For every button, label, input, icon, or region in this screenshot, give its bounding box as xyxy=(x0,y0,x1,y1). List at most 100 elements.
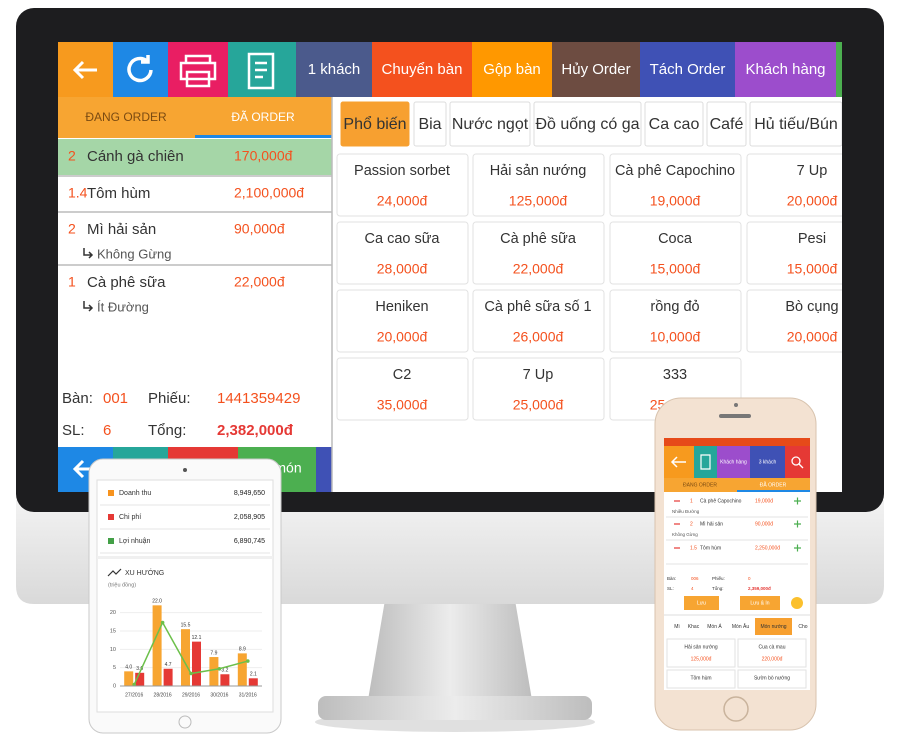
product-name: Cà phê sữa số 1 xyxy=(484,299,591,315)
product-card[interactable] xyxy=(472,289,605,353)
product-name: Heniken xyxy=(375,299,428,315)
product-card[interactable] xyxy=(746,153,878,217)
order-name: Cà phê Capochino xyxy=(700,498,742,504)
category-label: Đồ uống có ga xyxy=(535,116,639,133)
refresh-icon xyxy=(127,55,153,83)
phone-app: Khách hàng 3 khách ĐANG ORDER ĐÃ ORDER 1 Cà p… xyxy=(664,438,810,689)
help-button[interactable] xyxy=(791,597,803,609)
section-gap xyxy=(97,556,273,559)
tablet-camera xyxy=(183,468,187,472)
product-card[interactable] xyxy=(666,638,736,668)
tab[interactable] xyxy=(737,478,810,492)
product-name: Pesi xyxy=(798,231,826,247)
product-card[interactable] xyxy=(336,153,469,217)
product-card[interactable] xyxy=(336,357,469,421)
summary-label: Tổng: xyxy=(148,422,186,439)
bar-value-label: 8.9 xyxy=(239,647,246,653)
tab[interactable] xyxy=(58,97,195,138)
summary-label: Phiếu: xyxy=(712,576,725,581)
bar xyxy=(209,657,219,686)
order-qty: 2 xyxy=(68,148,76,164)
product-name: Bò cụng xyxy=(785,299,838,315)
category-label: Ca cao xyxy=(649,116,700,133)
monitor-neck xyxy=(368,600,532,700)
order-price: 90,000đ xyxy=(755,521,773,527)
toolbar-button-label: Chuyển bàn xyxy=(382,61,463,78)
bar xyxy=(192,641,201,686)
bar-value-label: 22.0 xyxy=(152,599,162,605)
legend-swatch xyxy=(108,514,114,520)
product-card[interactable] xyxy=(609,153,742,217)
phone-camera xyxy=(734,403,738,407)
product-name: Passion sorbet xyxy=(354,163,450,179)
category-label: Phổ biến xyxy=(343,115,406,133)
toolbar-button[interactable] xyxy=(372,42,472,97)
toolbar-button[interactable] xyxy=(472,42,552,97)
product-price: 20,000đ xyxy=(377,329,428,345)
trend-point xyxy=(246,659,250,663)
search-icon xyxy=(791,456,801,466)
summary-value: 6 xyxy=(103,422,111,439)
product-card[interactable] xyxy=(666,669,736,689)
product-card[interactable] xyxy=(737,638,807,668)
product-card[interactable] xyxy=(746,221,878,285)
tab-label: ĐANG ORDER xyxy=(85,110,167,124)
product-card[interactable] xyxy=(472,357,605,421)
print-button[interactable] xyxy=(168,42,228,97)
summary-label: Bàn: xyxy=(62,390,93,407)
note-button[interactable] xyxy=(694,446,717,478)
order-price: 170,000đ xyxy=(234,148,293,164)
order-qty: 1 xyxy=(690,498,693,504)
category-button[interactable] xyxy=(449,101,531,147)
summary-value: 006 xyxy=(691,576,699,581)
product-card[interactable] xyxy=(746,289,878,353)
product-name: C2 xyxy=(393,367,412,383)
button-label: Lưu xyxy=(697,600,706,606)
category-button[interactable] xyxy=(533,101,642,147)
product-card[interactable] xyxy=(472,153,605,217)
chart-title: XU HƯỚNG xyxy=(125,568,164,577)
toolbar-button[interactable] xyxy=(717,446,750,478)
trend-point xyxy=(217,666,222,671)
product-card[interactable] xyxy=(472,221,605,285)
product-card[interactable] xyxy=(609,221,742,285)
summary-value: 4 xyxy=(691,586,694,591)
tab[interactable] xyxy=(664,478,737,492)
note-arrow xyxy=(83,301,94,312)
category-button[interactable] xyxy=(749,101,842,147)
search-button[interactable] xyxy=(785,446,810,478)
product-card[interactable] xyxy=(737,669,807,689)
product-card[interactable] xyxy=(336,221,469,285)
tablet-home-button xyxy=(178,715,192,729)
stat-label: Lợi nhuận xyxy=(119,538,151,545)
product-card[interactable] xyxy=(336,289,469,353)
toolbar-button[interactable] xyxy=(735,42,836,97)
save-button[interactable] xyxy=(684,596,719,610)
bar-value-label: 12.1 xyxy=(192,635,202,641)
note-arrow xyxy=(83,248,94,259)
toolbar-button[interactable] xyxy=(640,42,735,97)
product-name: 333 xyxy=(663,367,687,383)
selected-row xyxy=(58,139,332,176)
category-button[interactable] xyxy=(644,101,704,147)
y-tick-label: 5 xyxy=(113,665,116,671)
category-button[interactable] xyxy=(706,101,747,147)
toolbar-button[interactable] xyxy=(750,446,785,478)
product-name: Cà phê sữa xyxy=(500,231,577,247)
product-card[interactable] xyxy=(609,289,742,353)
toolbar-button[interactable] xyxy=(836,42,842,97)
toolbar-button-label: Tách Order xyxy=(650,61,726,78)
save-print-button[interactable] xyxy=(740,596,780,610)
bar-value-label: 4.0 xyxy=(125,665,132,671)
category-button[interactable] xyxy=(413,101,447,147)
bottom-button[interactable] xyxy=(316,447,332,492)
category-button[interactable] xyxy=(340,101,410,147)
toolbar-button[interactable] xyxy=(296,42,372,97)
refresh-button[interactable] xyxy=(113,42,168,97)
order-name: Tôm hùm xyxy=(700,545,721,551)
plus-icon xyxy=(794,497,801,505)
tab[interactable] xyxy=(195,97,332,138)
toolbar-button[interactable] xyxy=(552,42,640,97)
